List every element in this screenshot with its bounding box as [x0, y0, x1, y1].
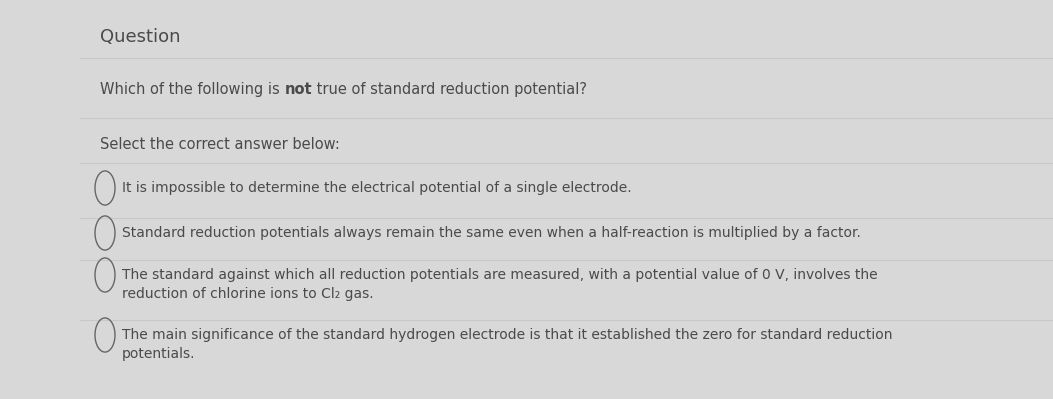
Text: Standard reduction potentials always remain the same even when a half-reaction i: Standard reduction potentials always rem… — [122, 226, 861, 240]
Text: Question: Question — [100, 28, 180, 46]
Text: Which of the following is: Which of the following is — [100, 82, 284, 97]
Text: The standard against which all reduction potentials are measured, with a potenti: The standard against which all reduction… — [122, 268, 877, 301]
Text: Select the correct answer below:: Select the correct answer below: — [100, 137, 340, 152]
Text: The main significance of the standard hydrogen electrode is that it established : The main significance of the standard hy… — [122, 328, 893, 361]
Text: It is impossible to determine the electrical potential of a single electrode.: It is impossible to determine the electr… — [122, 181, 632, 195]
Text: true of standard reduction potential?: true of standard reduction potential? — [312, 82, 587, 97]
Text: not: not — [284, 82, 312, 97]
